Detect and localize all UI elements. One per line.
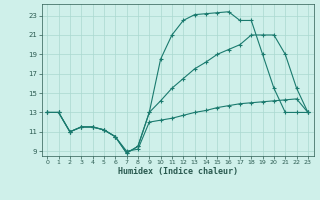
X-axis label: Humidex (Indice chaleur): Humidex (Indice chaleur) <box>118 167 237 176</box>
